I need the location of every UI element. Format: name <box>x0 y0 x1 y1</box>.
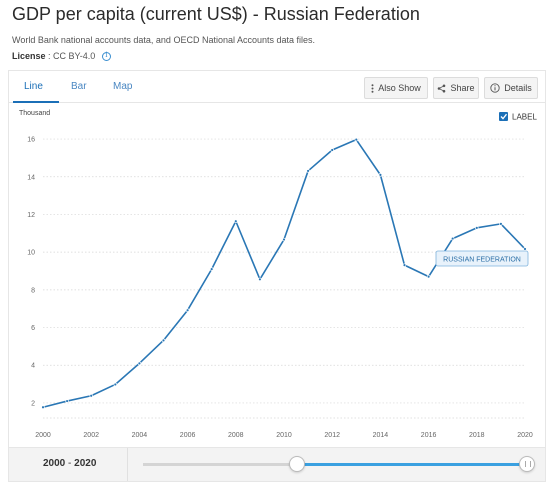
data-point[interactable] <box>499 222 503 226</box>
active-tab-indicator <box>13 101 59 103</box>
x-tick-label: 2012 <box>324 432 340 439</box>
legend[interactable]: LABEL <box>499 112 537 122</box>
data-point[interactable] <box>306 169 310 173</box>
details-button[interactable]: Details <box>484 77 538 99</box>
data-point[interactable] <box>185 308 190 312</box>
range-separator: - <box>65 458 75 469</box>
series-label-box: RUSSIAN FEDERATION <box>435 250 529 267</box>
series-label-background <box>435 250 529 267</box>
range-end-handle[interactable] <box>519 456 535 472</box>
series-layer <box>41 137 527 409</box>
data-point[interactable] <box>330 148 334 152</box>
data-point[interactable] <box>210 267 214 271</box>
x-tick-label: 2018 <box>469 432 485 439</box>
y-tick-label: 10 <box>27 250 35 257</box>
label-checkbox[interactable] <box>499 112 508 121</box>
range-start-handle[interactable] <box>288 456 305 472</box>
license-line: License : CC BY-4.0 <box>12 51 112 61</box>
x-axis-ticks: 2000 2002 2004 2006 2008 2010 2012 2014 2016 2018… <box>35 432 533 439</box>
tab-bar-chart[interactable]: Bar <box>71 81 87 92</box>
y-tick-label: 14 <box>27 174 35 181</box>
data-point[interactable] <box>137 361 142 366</box>
data-point[interactable] <box>475 226 479 230</box>
y-unit-label: Thousand <box>19 110 50 117</box>
range-start: 2000 <box>43 458 66 469</box>
y-tick-label: 8 <box>31 287 35 294</box>
tab-map[interactable]: Map <box>113 81 133 92</box>
x-tick-label: 2010 <box>276 432 292 439</box>
checkmark-icon <box>500 113 508 120</box>
x-tick-label: 2000 <box>35 432 51 439</box>
chart-area: Thousand 2 4 6 8 10 12 14 16 2000 2002 2004 2006 20… <box>9 104 545 449</box>
data-point[interactable] <box>258 277 262 281</box>
x-tick-label: 2008 <box>228 432 244 439</box>
data-point[interactable] <box>378 173 383 177</box>
label-toggle-text: LABEL <box>512 113 537 122</box>
range-slider-fill <box>296 463 527 466</box>
data-point[interactable] <box>234 219 238 223</box>
data-point[interactable] <box>354 137 358 142</box>
share-button[interactable]: Share <box>433 77 479 99</box>
data-point[interactable] <box>282 237 286 242</box>
data-point[interactable] <box>65 399 69 403</box>
license-value: : CC BY-4.0 <box>45 51 96 61</box>
more-vertical-icon <box>371 83 374 93</box>
data-point[interactable] <box>113 382 118 387</box>
y-tick-label: 6 <box>31 325 35 332</box>
data-point[interactable] <box>426 274 431 279</box>
grid-lines <box>43 138 525 419</box>
x-tick-label: 2014 <box>373 432 389 439</box>
share-icon <box>438 84 446 92</box>
also-show-label: Also Show <box>378 83 421 93</box>
data-point[interactable] <box>523 247 527 251</box>
y-tick-label: 12 <box>27 212 35 219</box>
data-point[interactable] <box>41 405 45 409</box>
info-icon[interactable] <box>102 51 112 61</box>
y-tick-label: 4 <box>31 363 35 370</box>
x-tick-label: 2016 <box>421 432 437 439</box>
range-divider <box>127 448 128 481</box>
share-label: Share <box>450 83 475 93</box>
x-tick-label: 2002 <box>83 432 99 439</box>
details-label: Details <box>504 83 532 93</box>
data-point[interactable] <box>89 394 93 398</box>
license-label: License <box>12 51 46 61</box>
range-end: 2020 <box>74 458 97 469</box>
source-note: World Bank national accounts data, and O… <box>12 35 316 45</box>
x-tick-label: 2006 <box>180 432 196 439</box>
tab-line[interactable]: Line <box>24 81 43 92</box>
series-line[interactable] <box>42 138 526 409</box>
y-tick-label: 16 <box>27 137 35 144</box>
tab-bar: Line Bar Map Also Show <box>9 71 545 103</box>
info-circle-icon <box>490 83 500 93</box>
data-point[interactable] <box>451 236 455 241</box>
date-range-text: 2000 - 2020 <box>43 458 96 469</box>
series-label: RUSSIAN FEDERATION <box>443 257 521 264</box>
also-show-button[interactable]: Also Show <box>364 77 428 99</box>
date-range-bar: 2000 - 2020 <box>8 448 546 482</box>
data-point[interactable] <box>402 263 407 267</box>
x-tick-label: 2004 <box>132 432 148 439</box>
chart-card: Line Bar Map Also Show <box>8 70 546 448</box>
y-tick-label: 2 <box>31 400 35 407</box>
page-title: GDP per capita (current US$) - Russian F… <box>12 4 420 24</box>
y-axis-ticks: 2 4 6 8 10 12 14 16 <box>27 137 35 408</box>
data-point[interactable] <box>161 338 166 343</box>
x-tick-label: 2020 <box>517 432 533 439</box>
